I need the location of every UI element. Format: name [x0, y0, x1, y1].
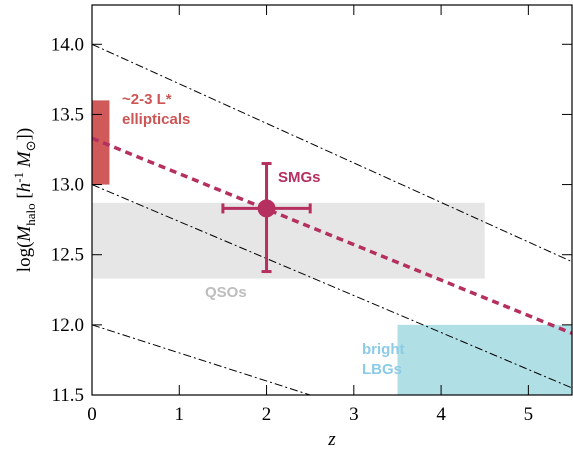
region-label: QSOs	[205, 284, 247, 301]
y-axis-label: log(Mhalo [h-1 M⊙])	[11, 128, 38, 272]
data-point	[257, 199, 276, 218]
y-label-part: [	[14, 192, 35, 203]
y-tick-label: 12.0	[51, 315, 84, 336]
region	[92, 202, 485, 279]
y-tick-label: 13.0	[51, 175, 84, 196]
y-label-part: log(	[14, 242, 35, 273]
y-tick-label: 14.0	[51, 34, 84, 55]
y-label-part: ⊙	[23, 140, 38, 151]
x-tick-label: 0	[87, 404, 97, 425]
x-tick-label: 3	[349, 404, 359, 425]
y-tick-label: 12.5	[51, 245, 84, 266]
region-label: bright	[362, 341, 405, 358]
y-label-part: ])	[14, 128, 35, 141]
x-tick-label: 1	[175, 404, 185, 425]
y-tick-label: 11.5	[51, 385, 84, 406]
x-axis-label: z	[327, 429, 336, 450]
x-tick-label: 4	[436, 404, 446, 425]
model-line	[92, 136, 572, 335]
y-tick-label: 13.5	[51, 104, 84, 125]
y-label-part: M	[14, 150, 35, 172]
model-line	[92, 184, 572, 389]
overlay: ~2-3 L* ellipticals QSOs bright LBGs SMGs 0 1 2 3…	[51, 5, 572, 425]
region	[92, 100, 110, 185]
x-tick-label: 2	[262, 404, 272, 425]
x-tick-label: 5	[524, 404, 534, 425]
y-label-part: -1	[11, 172, 26, 183]
region-label: ~2-3 L*	[122, 91, 172, 108]
region	[397, 324, 572, 395]
axes-frame	[91, 4, 573, 396]
region-label: LBGs	[362, 361, 402, 378]
model-line	[92, 43, 572, 263]
point-label: SMGs	[278, 169, 321, 186]
model-line	[92, 324, 311, 395]
y-label-part: h	[14, 183, 35, 193]
plot-area	[92, 43, 572, 395]
y-label-part: M	[14, 225, 35, 243]
y-label-part: halo	[23, 203, 38, 225]
region-label: ellipticals	[122, 111, 190, 128]
